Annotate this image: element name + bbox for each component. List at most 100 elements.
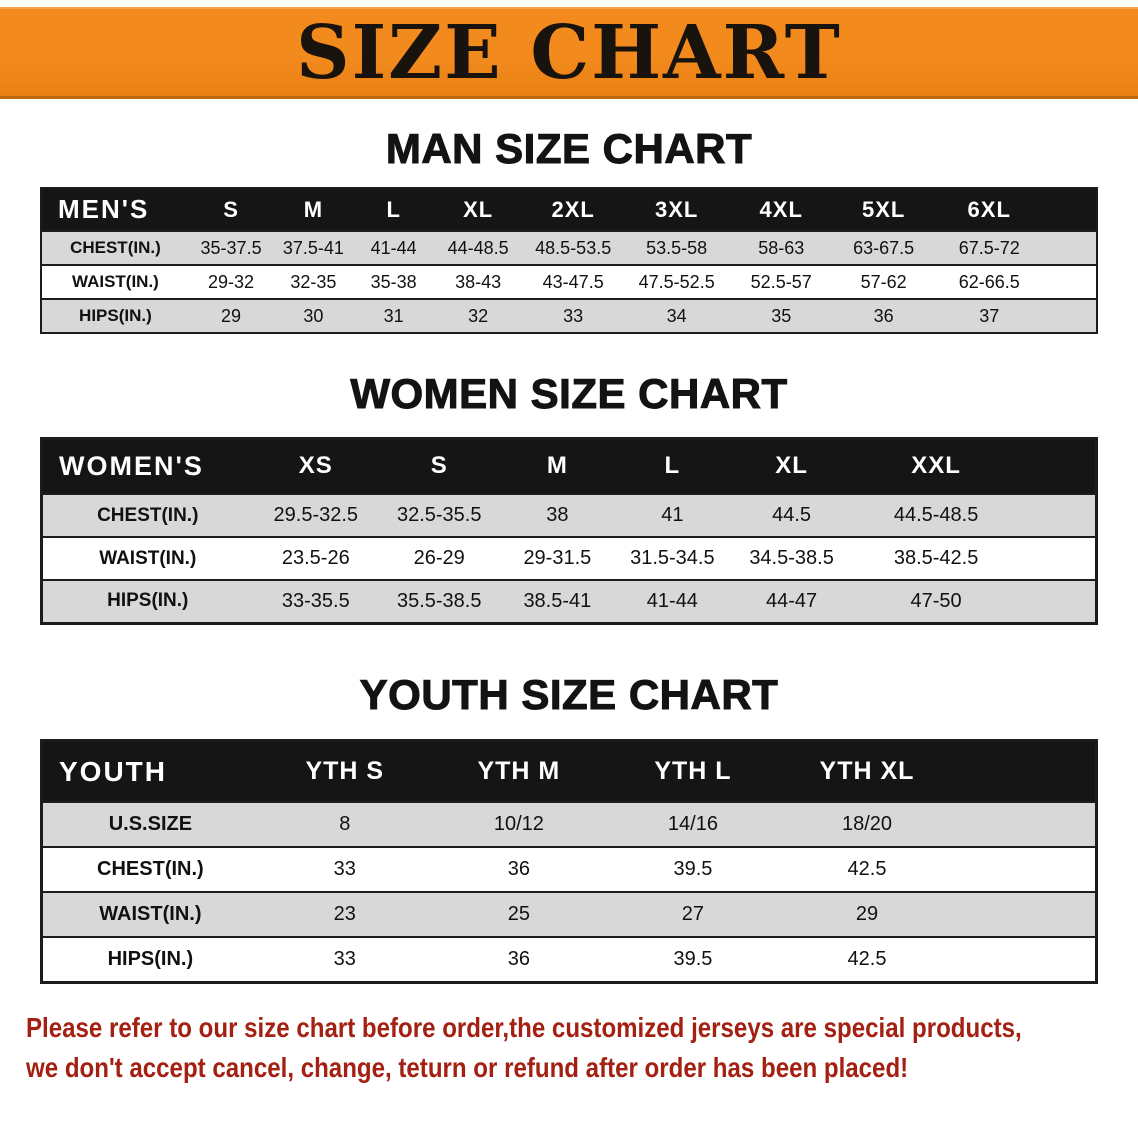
order-notice-line1: Please refer to our size chart before or… xyxy=(26,1011,1022,1043)
table-cell: 33-35.5 xyxy=(252,579,380,624)
table-cell: 53.5-58 xyxy=(623,230,730,266)
table-cell: 33 xyxy=(522,298,624,334)
table-cell: 23.5-26 xyxy=(252,536,380,581)
men-col-m: M xyxy=(273,188,354,232)
table-cell: 33 xyxy=(257,936,432,983)
women-col-xs: XS xyxy=(252,438,380,495)
row-label: CHEST(IN.) xyxy=(41,493,253,538)
size-chart-page: SIZE CHART MAN SIZE CHART MEN'S S M L XL… xyxy=(0,7,1138,1089)
table-filler xyxy=(1018,579,1097,624)
table-cell: 31 xyxy=(353,298,434,334)
table-filler xyxy=(954,846,1097,893)
table-cell: 37.5-41 xyxy=(273,230,354,266)
table-filler xyxy=(1044,298,1097,334)
table-cell: 44.5 xyxy=(729,493,854,538)
row-label: HIPS(IN.) xyxy=(41,298,189,334)
row-label: CHEST(IN.) xyxy=(41,230,189,266)
table-cell: 48.5-53.5 xyxy=(522,230,624,266)
table-filler xyxy=(1044,230,1097,266)
table-cell: 27 xyxy=(605,891,780,938)
men-col-3xl: 3XL xyxy=(623,188,730,232)
men-row-hips: HIPS(IN.) 29 30 31 32 33 34 35 36 37 xyxy=(41,298,1097,334)
table-cell: 10/12 xyxy=(431,801,606,848)
row-label: WAIST(IN.) xyxy=(41,891,258,938)
table-cell: 41 xyxy=(615,493,730,538)
table-cell: 36 xyxy=(431,936,606,983)
table-cell: 36 xyxy=(832,298,935,334)
men-col-s: S xyxy=(188,188,274,232)
table-cell: 37 xyxy=(934,298,1045,334)
men-size-table: MEN'S S M L XL 2XL 3XL 4XL 5XL 6XL CHEST… xyxy=(40,187,1098,335)
table-filler xyxy=(954,891,1097,938)
table-cell: 57-62 xyxy=(832,264,935,300)
table-cell: 31.5-34.5 xyxy=(615,536,730,581)
men-col-4xl: 4XL xyxy=(729,188,833,232)
youth-row-ussize: U.S.SIZE 8 10/12 14/16 18/20 xyxy=(41,801,1097,848)
table-cell: 62-66.5 xyxy=(934,264,1045,300)
men-col-l: L xyxy=(353,188,434,232)
table-cell: 23 xyxy=(257,891,432,938)
women-row-hips: HIPS(IN.) 33-35.5 35.5-38.5 38.5-41 41-4… xyxy=(41,579,1097,624)
table-cell: 18/20 xyxy=(779,801,955,848)
table-cell: 42.5 xyxy=(779,936,955,983)
table-cell: 35-37.5 xyxy=(188,230,274,266)
table-cell: 25 xyxy=(431,891,606,938)
table-cell: 36 xyxy=(431,846,606,893)
women-header-filler xyxy=(1018,438,1097,495)
youth-size-table: YOUTH YTH S YTH M YTH L YTH XL U.S.SIZE … xyxy=(40,738,1098,984)
youth-row-hips: HIPS(IN.) 33 36 39.5 42.5 xyxy=(41,936,1097,983)
men-row-waist: WAIST(IN.) 29-32 32-35 35-38 38-43 43-47… xyxy=(41,264,1097,300)
youth-header-filler xyxy=(954,740,1097,803)
men-row-chest: CHEST(IN.) 35-37.5 37.5-41 41-44 44-48.5… xyxy=(41,230,1097,266)
table-cell: 29.5-32.5 xyxy=(252,493,380,538)
men-table-title: MEN'S xyxy=(41,188,189,232)
table-cell: 39.5 xyxy=(605,936,780,983)
table-filler xyxy=(954,936,1097,983)
women-table-title: WOMEN'S xyxy=(41,438,253,495)
table-cell: 58-63 xyxy=(729,230,833,266)
size-chart-banner: SIZE CHART xyxy=(0,7,1138,99)
youth-col-l: YTH L xyxy=(605,740,780,803)
row-label: WAIST(IN.) xyxy=(41,536,253,581)
table-cell: 41-44 xyxy=(353,230,434,266)
women-header-row: WOMEN'S XS S M L XL XXL xyxy=(41,438,1097,495)
women-col-m: M xyxy=(499,438,616,495)
banner-title: SIZE CHART xyxy=(296,10,842,96)
women-col-l: L xyxy=(615,438,730,495)
youth-section-heading: YOUTH SIZE CHART xyxy=(359,670,779,718)
table-cell: 38 xyxy=(499,493,616,538)
table-cell: 32-35 xyxy=(273,264,354,300)
table-cell: 44-48.5 xyxy=(433,230,523,266)
women-col-xl: XL xyxy=(729,438,854,495)
table-cell: 29-31.5 xyxy=(499,536,616,581)
table-cell: 44.5-48.5 xyxy=(853,493,1019,538)
men-section-heading: MAN SIZE CHART xyxy=(385,124,753,172)
women-section-heading: WOMEN SIZE CHART xyxy=(350,370,788,418)
table-cell: 43-47.5 xyxy=(522,264,624,300)
table-cell: 34 xyxy=(623,298,730,334)
women-row-chest: CHEST(IN.) 29.5-32.5 32.5-35.5 38 41 44.… xyxy=(41,493,1097,538)
youth-col-xl: YTH XL xyxy=(779,740,955,803)
row-label: U.S.SIZE xyxy=(41,801,258,848)
table-cell: 30 xyxy=(273,298,354,334)
row-label: CHEST(IN.) xyxy=(41,846,258,893)
table-cell: 29-32 xyxy=(188,264,274,300)
table-filler xyxy=(1044,264,1097,300)
table-cell: 52.5-57 xyxy=(729,264,833,300)
table-cell: 33 xyxy=(257,846,432,893)
table-cell: 42.5 xyxy=(779,846,955,893)
table-cell: 29 xyxy=(779,891,955,938)
table-cell: 35.5-38.5 xyxy=(379,579,500,624)
youth-row-chest: CHEST(IN.) 33 36 39.5 42.5 xyxy=(41,846,1097,893)
table-cell: 35-38 xyxy=(353,264,434,300)
women-size-table: WOMEN'S XS S M L XL XXL CHEST(IN.) 29.5-… xyxy=(40,436,1098,625)
table-cell: 26-29 xyxy=(379,536,500,581)
table-cell: 32 xyxy=(433,298,523,334)
order-notice: Please refer to our size chart before or… xyxy=(26,1008,1022,1089)
table-cell: 63-67.5 xyxy=(832,230,935,266)
women-col-xxl: XXL xyxy=(853,438,1019,495)
table-filler xyxy=(954,801,1097,848)
table-cell: 41-44 xyxy=(615,579,730,624)
row-label: WAIST(IN.) xyxy=(41,264,189,300)
men-col-5xl: 5XL xyxy=(832,188,935,232)
